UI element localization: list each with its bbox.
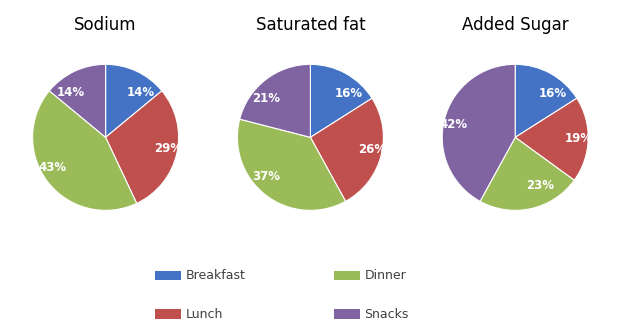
Text: 14%: 14%	[56, 86, 84, 99]
Text: 14%: 14%	[127, 86, 155, 99]
Wedge shape	[442, 64, 515, 201]
Text: Breakfast: Breakfast	[186, 269, 245, 282]
Wedge shape	[310, 98, 383, 201]
Wedge shape	[106, 91, 179, 203]
Text: 21%: 21%	[252, 92, 280, 105]
Text: 29%: 29%	[154, 142, 182, 155]
Text: 23%: 23%	[526, 179, 554, 192]
Bar	[334, 270, 360, 280]
Wedge shape	[515, 64, 577, 137]
Text: Dinner: Dinner	[365, 269, 406, 282]
Wedge shape	[237, 119, 346, 210]
Text: 42%: 42%	[439, 118, 467, 131]
Wedge shape	[240, 64, 310, 137]
Text: 16%: 16%	[334, 87, 362, 100]
Text: 26%: 26%	[358, 143, 387, 156]
Text: 43%: 43%	[38, 161, 67, 174]
Wedge shape	[49, 64, 106, 137]
Bar	[334, 309, 360, 319]
Text: 19%: 19%	[565, 132, 593, 146]
Title: Sodium: Sodium	[74, 16, 137, 34]
Wedge shape	[310, 64, 372, 137]
Title: Added Sugar: Added Sugar	[462, 16, 568, 34]
Text: Snacks: Snacks	[365, 308, 409, 320]
Wedge shape	[515, 98, 588, 180]
Text: Lunch: Lunch	[186, 308, 223, 320]
Title: Saturated fat: Saturated fat	[255, 16, 365, 34]
Bar	[155, 270, 180, 280]
Text: 16%: 16%	[539, 87, 567, 100]
Wedge shape	[480, 137, 574, 210]
Bar	[155, 309, 180, 319]
Wedge shape	[33, 91, 137, 210]
Wedge shape	[106, 64, 162, 137]
Text: 37%: 37%	[252, 170, 280, 183]
